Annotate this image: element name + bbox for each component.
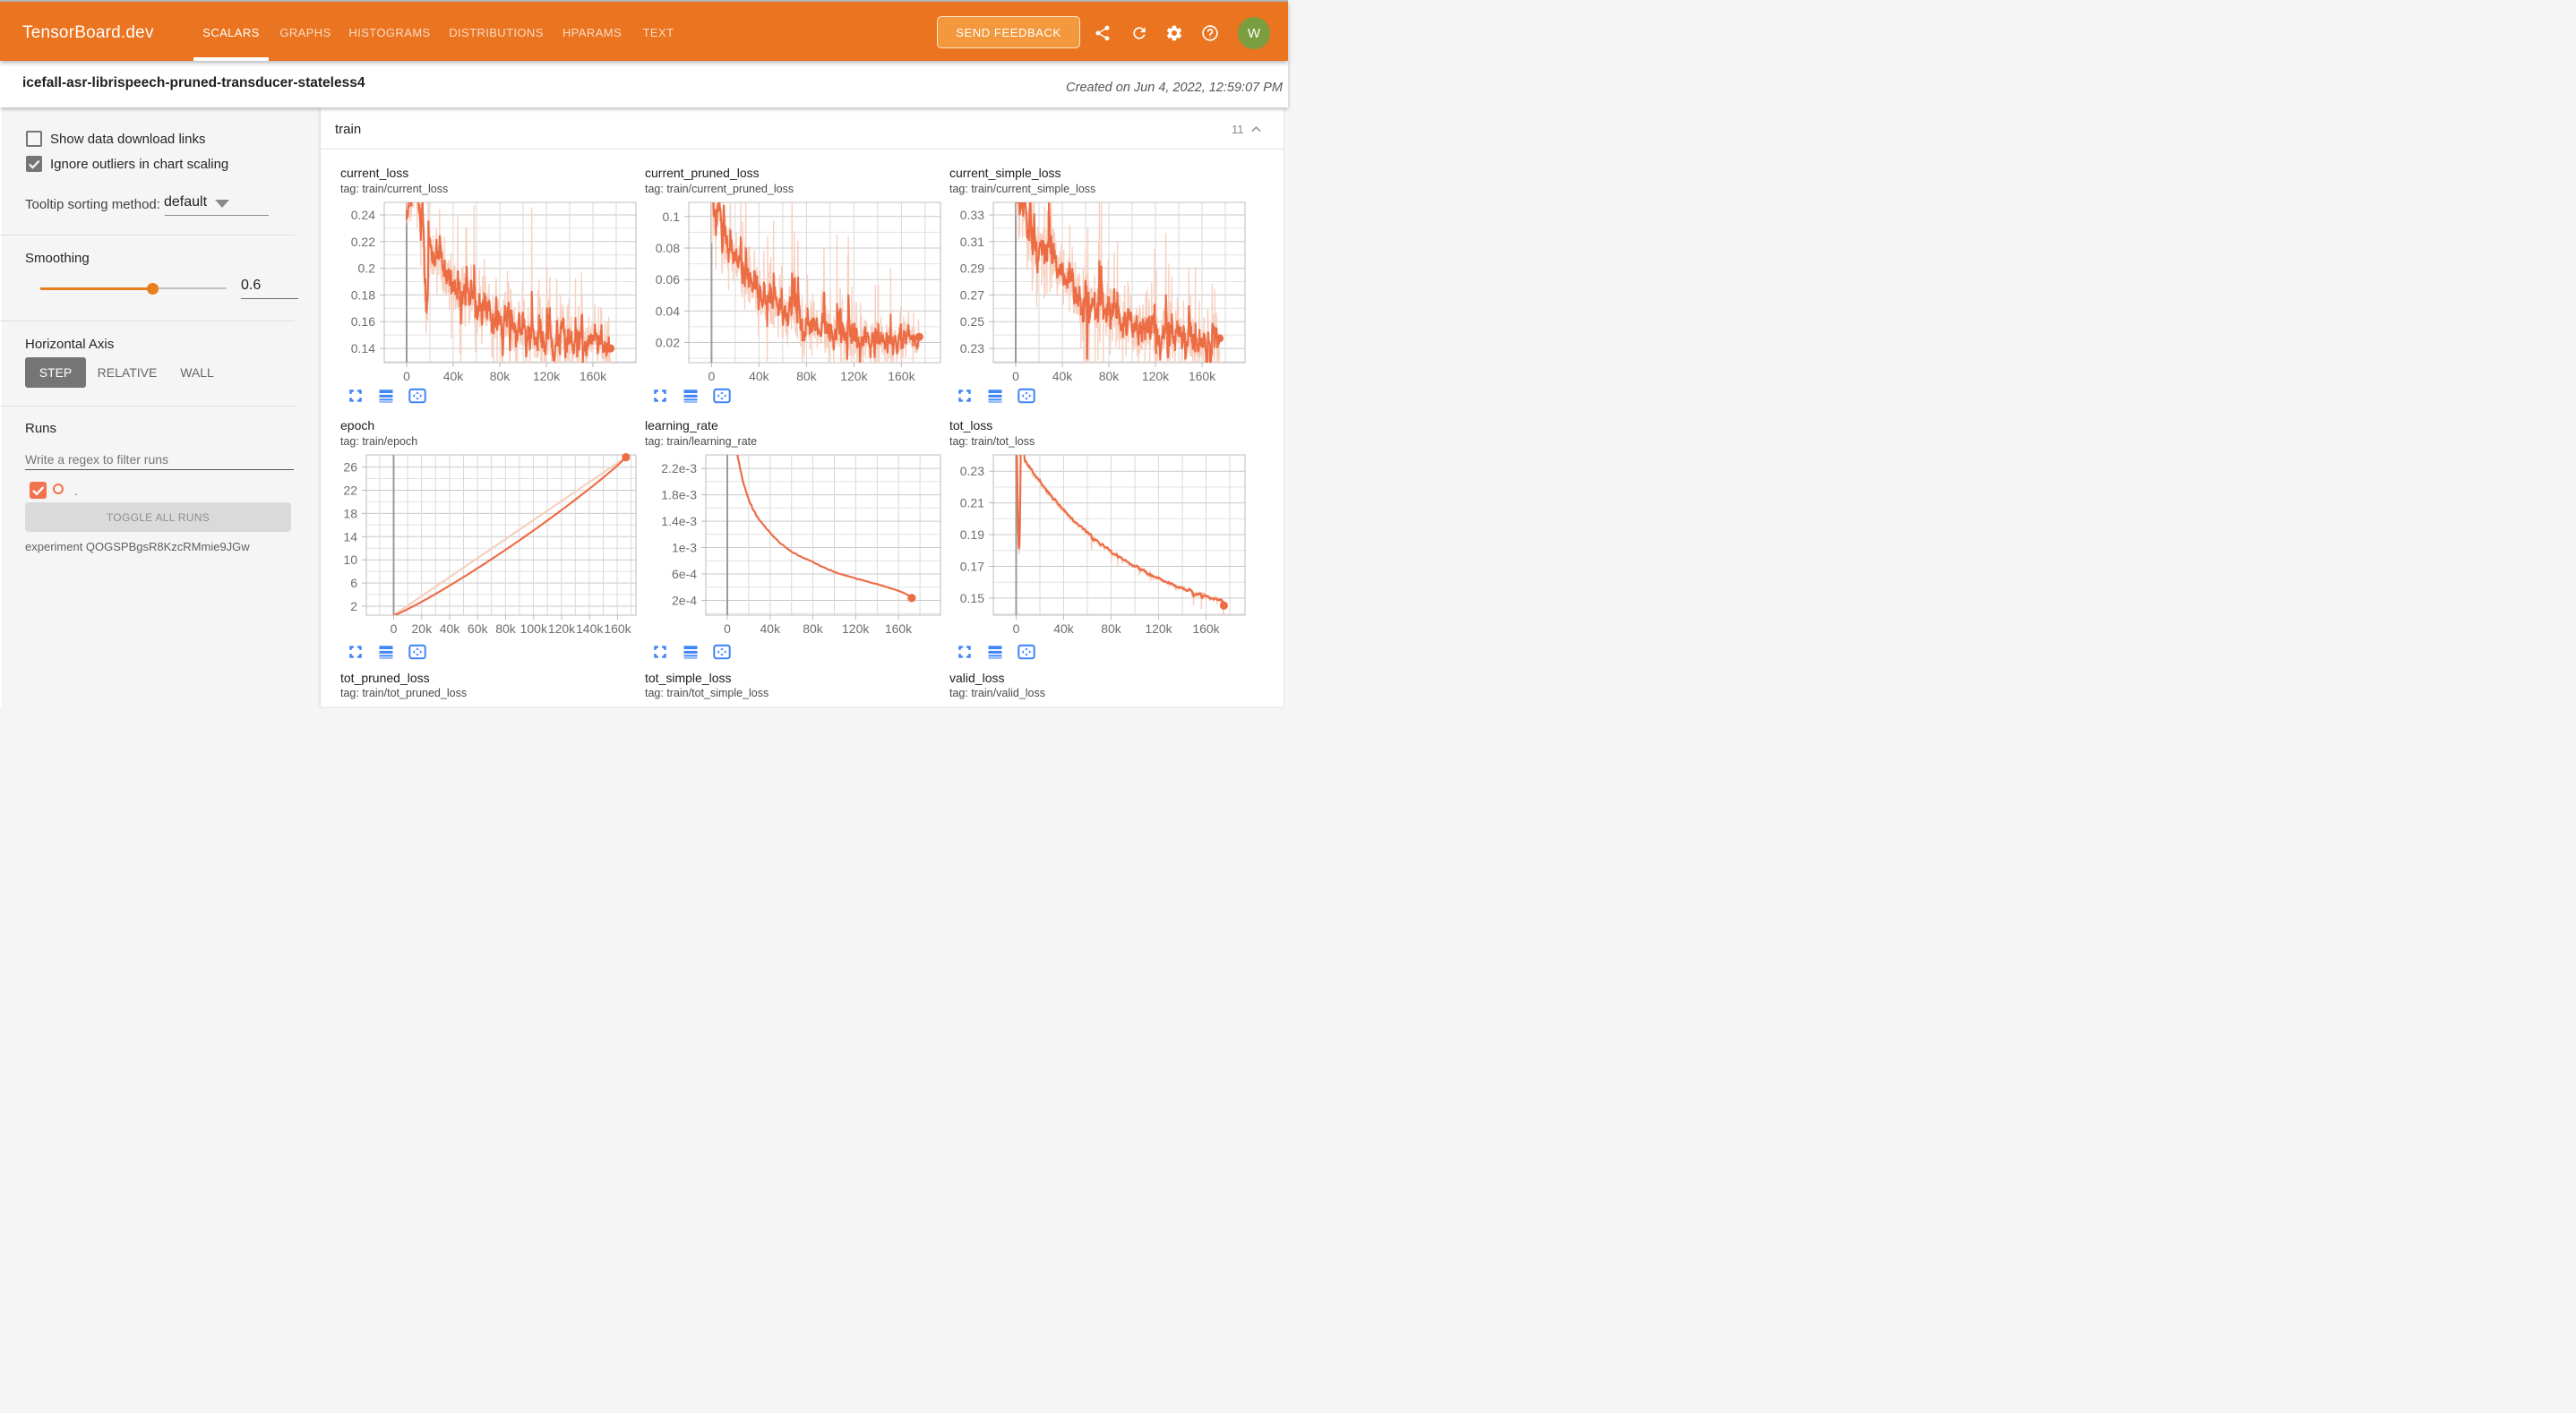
svg-text:0.29: 0.29 xyxy=(960,261,984,276)
svg-text:0.2: 0.2 xyxy=(358,261,376,276)
svg-text:120k: 120k xyxy=(1142,369,1170,383)
svg-text:0.16: 0.16 xyxy=(351,314,375,329)
svg-text:0.04: 0.04 xyxy=(656,304,680,318)
svg-text:0.17: 0.17 xyxy=(960,560,984,574)
svg-text:0.02: 0.02 xyxy=(656,336,680,350)
svg-text:0: 0 xyxy=(708,369,716,383)
svg-text:80k: 80k xyxy=(495,621,517,636)
svg-text:160k: 160k xyxy=(1192,621,1220,636)
svg-text:160k: 160k xyxy=(580,369,607,383)
svg-text:80k: 80k xyxy=(803,621,824,636)
svg-text:120k: 120k xyxy=(533,369,561,383)
svg-text:60k: 60k xyxy=(468,621,489,636)
svg-text:20k: 20k xyxy=(412,621,434,636)
svg-text:80k: 80k xyxy=(1101,621,1122,636)
svg-text:160k: 160k xyxy=(1189,369,1216,383)
svg-text:6e-4: 6e-4 xyxy=(672,567,697,581)
svg-text:40k: 40k xyxy=(440,621,461,636)
svg-text:0.27: 0.27 xyxy=(960,287,984,302)
svg-text:0.15: 0.15 xyxy=(960,591,984,605)
svg-text:0.22: 0.22 xyxy=(351,235,375,249)
svg-text:2.2e-3: 2.2e-3 xyxy=(661,461,697,475)
svg-text:0: 0 xyxy=(403,369,410,383)
svg-text:100k: 100k xyxy=(520,621,548,636)
svg-text:14: 14 xyxy=(343,529,357,544)
svg-text:0: 0 xyxy=(1012,369,1019,383)
svg-text:6: 6 xyxy=(350,576,357,590)
svg-text:40k: 40k xyxy=(749,369,770,383)
svg-text:0: 0 xyxy=(724,621,731,636)
svg-text:160k: 160k xyxy=(888,369,915,383)
svg-text:18: 18 xyxy=(343,506,357,520)
svg-text:1e-3: 1e-3 xyxy=(672,541,697,555)
svg-text:160k: 160k xyxy=(885,621,913,636)
svg-text:0.24: 0.24 xyxy=(351,208,375,222)
svg-text:0.14: 0.14 xyxy=(351,341,375,355)
svg-text:0.1: 0.1 xyxy=(663,210,681,224)
svg-text:120k: 120k xyxy=(548,621,576,636)
svg-text:0.25: 0.25 xyxy=(960,314,984,329)
svg-text:40k: 40k xyxy=(760,621,782,636)
svg-text:40k: 40k xyxy=(443,369,465,383)
svg-text:160k: 160k xyxy=(604,621,631,636)
svg-text:0.08: 0.08 xyxy=(656,241,680,255)
svg-text:10: 10 xyxy=(343,552,357,567)
svg-text:0.33: 0.33 xyxy=(960,208,984,222)
svg-text:80k: 80k xyxy=(490,369,511,383)
svg-text:2e-4: 2e-4 xyxy=(672,594,697,608)
svg-text:0.23: 0.23 xyxy=(960,464,984,478)
svg-text:140k: 140k xyxy=(576,621,604,636)
svg-text:1.8e-3: 1.8e-3 xyxy=(661,488,697,502)
svg-text:0.31: 0.31 xyxy=(960,235,984,249)
svg-text:0.23: 0.23 xyxy=(960,341,984,355)
svg-text:1.4e-3: 1.4e-3 xyxy=(661,514,697,528)
svg-text:120k: 120k xyxy=(842,621,870,636)
svg-text:0.06: 0.06 xyxy=(656,272,680,287)
svg-text:120k: 120k xyxy=(1145,621,1172,636)
svg-text:40k: 40k xyxy=(1053,621,1075,636)
svg-text:80k: 80k xyxy=(796,369,818,383)
svg-text:22: 22 xyxy=(343,484,357,498)
svg-text:2: 2 xyxy=(350,599,357,613)
svg-text:80k: 80k xyxy=(1099,369,1121,383)
svg-text:0.18: 0.18 xyxy=(351,287,375,302)
svg-text:0.19: 0.19 xyxy=(960,527,984,542)
svg-text:0.21: 0.21 xyxy=(960,496,984,510)
svg-text:26: 26 xyxy=(343,460,357,475)
svg-text:120k: 120k xyxy=(840,369,868,383)
svg-text:0: 0 xyxy=(391,621,398,636)
svg-text:0: 0 xyxy=(1013,621,1020,636)
svg-text:40k: 40k xyxy=(1052,369,1074,383)
